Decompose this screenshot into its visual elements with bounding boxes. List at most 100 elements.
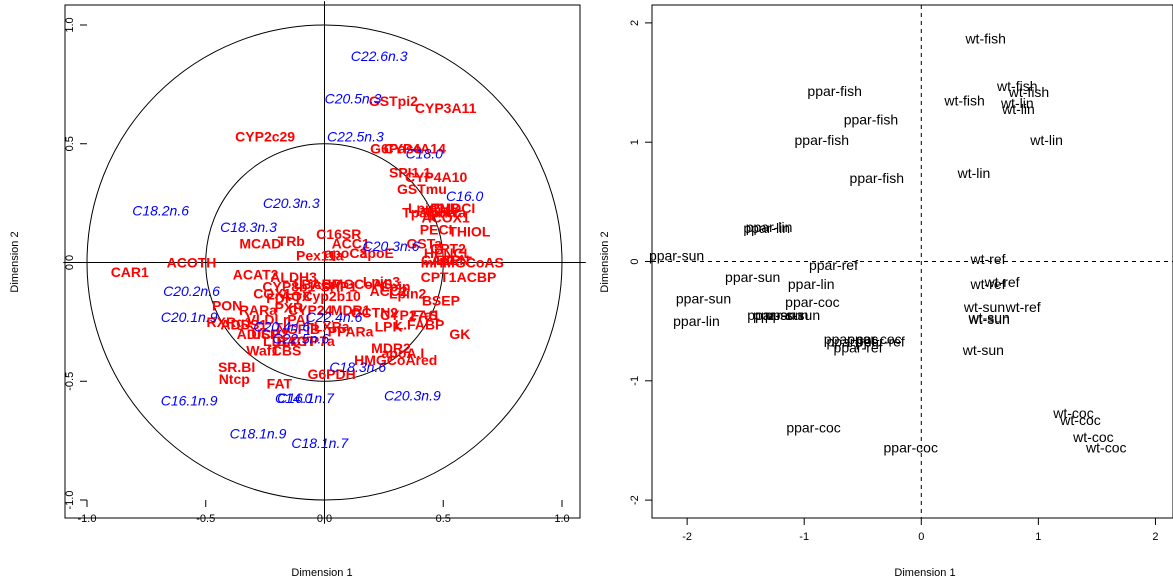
y-tick-label: 1 bbox=[629, 139, 641, 145]
variable-label: C14.0 bbox=[275, 390, 313, 406]
variable-label: CAR1 bbox=[111, 264, 149, 280]
variable-label: BIEN bbox=[436, 252, 469, 268]
variable-label: LDLr bbox=[263, 333, 296, 349]
left-y-ticks: -1.0 -0.5 0.0 0.5 1.0 bbox=[64, 17, 87, 509]
variable-label: LPK bbox=[375, 319, 403, 335]
variable-label: GSTa bbox=[406, 236, 442, 252]
left-plot-frame bbox=[64, 4, 581, 519]
variable-label: Pex11a bbox=[296, 247, 344, 263]
sample-label: ppar-coc bbox=[824, 331, 878, 347]
variable-label: C20.5n.3 bbox=[325, 91, 382, 107]
variable-label: SR.BI bbox=[218, 359, 255, 375]
y-tick-label: -0.5 bbox=[64, 372, 76, 391]
variable-label: FAT bbox=[267, 376, 293, 392]
variable-label: C18.2n.6 bbox=[132, 202, 189, 218]
variable-label: C16.0 bbox=[446, 188, 484, 204]
sample-label: ppar-coc bbox=[847, 331, 901, 347]
sample-label: wt-coc bbox=[1085, 440, 1126, 456]
variable-label: Tpalpha bbox=[402, 205, 456, 221]
sample-label: wt-coc bbox=[1052, 405, 1093, 421]
variable-label: C18.3n.3 bbox=[220, 219, 277, 235]
variable-label: THB bbox=[431, 200, 460, 216]
right-y-ticks: -2 -1 0 1 2 bbox=[629, 20, 652, 505]
x-tick-label: 1 bbox=[1035, 531, 1041, 543]
variable-label: MDR1 bbox=[331, 302, 371, 318]
sample-label: ppar-sun bbox=[725, 269, 780, 285]
sample-label: ppar-ref bbox=[856, 333, 905, 349]
variable-label: C20.2n.6 bbox=[163, 283, 220, 299]
sample-label: ppar-lin bbox=[743, 220, 790, 236]
variable-label: GK bbox=[449, 326, 470, 342]
correlation-circle-panel: CYP3A11GSTpi2CYP2c29G6PaseCYP4A14SPI1.1C… bbox=[9, 1, 586, 579]
x-tick-label: 0.0 bbox=[317, 513, 332, 525]
x-tick-label: -0.5 bbox=[196, 513, 215, 525]
variable-label: C18.1n.9 bbox=[230, 426, 287, 442]
sample-label: wt-sun bbox=[962, 342, 1004, 358]
variable-label: CPT1 bbox=[421, 269, 457, 285]
x-tick-label: 0 bbox=[918, 531, 924, 543]
left-x-ticks: -1.0 -0.5 0.0 0.5 1.0 bbox=[78, 500, 570, 525]
right-x-axis-title: Dimension 1 bbox=[894, 567, 955, 579]
variable-label: FDFT bbox=[266, 290, 302, 306]
sample-label: ppar-fish bbox=[807, 83, 861, 99]
right-y-axis-title: Dimension 2 bbox=[599, 231, 611, 292]
sample-label: wt-ref bbox=[1005, 299, 1041, 315]
sample-label: wt-lin bbox=[957, 165, 991, 181]
sample-label: ppar-sun bbox=[747, 307, 802, 323]
variable-label: THIOL bbox=[448, 224, 490, 240]
variable-label: ACC2 bbox=[370, 283, 408, 299]
sample-label: wt-fish bbox=[964, 30, 1005, 46]
y-tick-label: 2 bbox=[629, 20, 641, 26]
sample-label: ppar-ref bbox=[834, 339, 883, 355]
variable-label: PXR bbox=[274, 300, 303, 316]
variable-label: CYP7a bbox=[290, 333, 335, 349]
variable-label: ACBP bbox=[457, 269, 497, 285]
variable-label: ADSS1 bbox=[220, 316, 267, 332]
variable-label: GSTpi2 bbox=[369, 93, 418, 109]
sample-label: wt-lin bbox=[1001, 101, 1035, 117]
sample-label: ppar-fish bbox=[850, 170, 904, 186]
x-tick-label: -2 bbox=[682, 531, 692, 543]
x-tick-label: -1 bbox=[799, 531, 809, 543]
variable-label: PON bbox=[212, 297, 242, 313]
variable-label: CYP27a1 bbox=[380, 307, 440, 323]
variable-label: CYP24 bbox=[288, 302, 333, 318]
variable-label: CPT2 bbox=[430, 240, 466, 256]
variable-label: Cyp2b10 bbox=[302, 288, 361, 304]
variable-label: Lpin3 bbox=[363, 274, 401, 290]
variable-label: PAL bbox=[287, 312, 314, 328]
variable-label: MDR2 bbox=[371, 340, 411, 356]
variable-label: CYP2c29 bbox=[235, 129, 295, 145]
sample-label: wt-coc bbox=[1059, 412, 1100, 428]
sample-label: wt-sun bbox=[968, 310, 1010, 326]
variable-label: SPI1.1 bbox=[389, 164, 431, 180]
variable-label: C16.1n.9 bbox=[161, 392, 218, 408]
variable-label: C18.3n.6 bbox=[329, 359, 386, 375]
y-tick-label: 0.0 bbox=[64, 255, 76, 270]
variable-label: UCP2 bbox=[251, 326, 289, 342]
sample-label: ppar-ref bbox=[827, 333, 876, 349]
x-tick-label: 0.5 bbox=[436, 513, 451, 525]
variable-label: C22.6n.3 bbox=[351, 48, 408, 64]
variable-label: RXRg1 bbox=[207, 314, 253, 330]
variable-label: mHMGCoAS bbox=[421, 255, 504, 271]
variable-label: C20.3n.6 bbox=[363, 238, 420, 254]
sample-label: ppar-lin bbox=[788, 276, 835, 292]
variable-label: Ntcp bbox=[219, 371, 250, 387]
sample-label: wt-lin bbox=[1029, 132, 1063, 148]
x-tick-label: 2 bbox=[1152, 531, 1158, 543]
sample-label: ppar-sun bbox=[765, 307, 820, 323]
variable-label: SHP1 bbox=[320, 278, 357, 294]
variable-label: apoE bbox=[360, 245, 394, 261]
variable-label: L.FABP bbox=[395, 316, 445, 332]
sample-label: wt-fish bbox=[943, 92, 984, 108]
variable-label: PECI bbox=[420, 221, 453, 237]
sample-label: wt-ref bbox=[970, 276, 1006, 292]
variable-label: ACC1 bbox=[332, 236, 370, 252]
variable-label: FAS bbox=[411, 307, 438, 323]
y-tick-label: -2 bbox=[629, 495, 641, 505]
variable-label: PMDCI bbox=[430, 200, 475, 216]
sample-label: wt-sun bbox=[963, 299, 1005, 315]
